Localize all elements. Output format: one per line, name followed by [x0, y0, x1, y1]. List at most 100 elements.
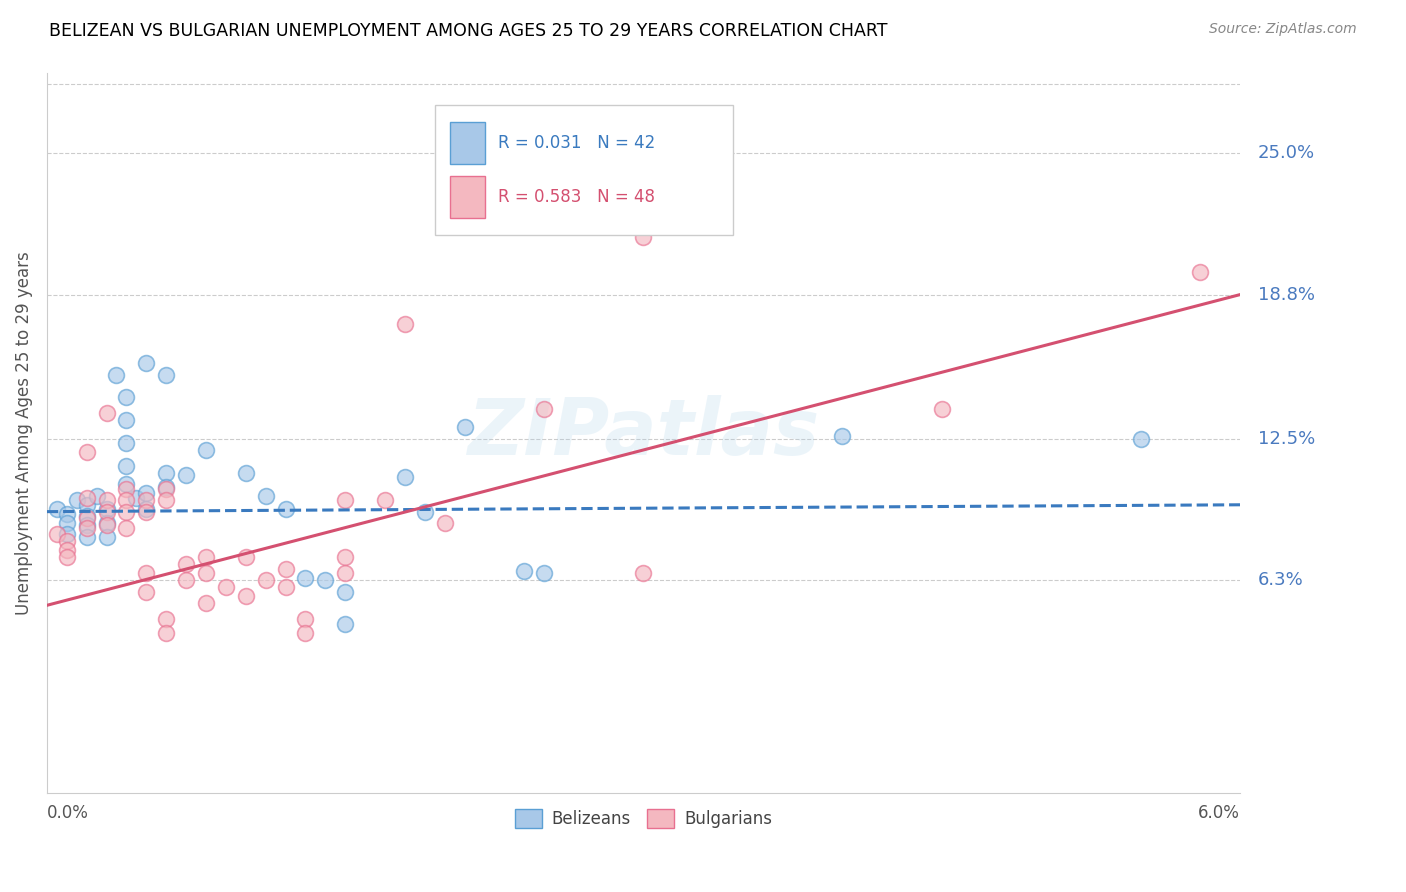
Point — [533, 401, 555, 416]
Point — [294, 612, 316, 626]
Point — [55, 550, 77, 565]
Point — [86, 489, 108, 503]
Point — [633, 566, 655, 581]
Point — [115, 493, 138, 508]
Point — [155, 493, 177, 508]
Point — [115, 482, 138, 496]
Point — [76, 498, 98, 512]
Point — [394, 470, 416, 484]
Point — [96, 516, 118, 530]
Point — [633, 230, 655, 244]
Point — [135, 486, 157, 500]
Point — [105, 368, 128, 382]
Point — [76, 518, 98, 533]
Point — [235, 589, 257, 603]
Point — [374, 493, 396, 508]
Point — [155, 466, 177, 480]
Point — [45, 527, 67, 541]
Point — [135, 566, 157, 581]
Point — [235, 466, 257, 480]
Text: 6.3%: 6.3% — [1258, 571, 1303, 590]
Point — [274, 580, 297, 594]
Point — [115, 458, 138, 473]
Point — [394, 318, 416, 332]
Point — [274, 562, 297, 576]
Point — [45, 502, 67, 516]
Point — [76, 530, 98, 544]
Point — [314, 573, 336, 587]
Point — [453, 420, 475, 434]
Point — [135, 502, 157, 516]
Point — [831, 429, 853, 443]
Point — [76, 491, 98, 505]
Text: 12.5%: 12.5% — [1258, 430, 1315, 448]
Point — [235, 550, 257, 565]
Point — [335, 566, 357, 581]
Point — [125, 491, 148, 505]
Point — [66, 493, 89, 508]
FancyBboxPatch shape — [450, 176, 485, 219]
Point — [135, 584, 157, 599]
Text: 6.0%: 6.0% — [1198, 804, 1240, 822]
Point — [76, 521, 98, 535]
Point — [135, 356, 157, 370]
Point — [115, 477, 138, 491]
Point — [55, 527, 77, 541]
Point — [195, 566, 218, 581]
Point — [76, 445, 98, 459]
Point — [115, 436, 138, 450]
Point — [115, 413, 138, 427]
Point — [96, 518, 118, 533]
Text: BELIZEAN VS BULGARIAN UNEMPLOYMENT AMONG AGES 25 TO 29 YEARS CORRELATION CHART: BELIZEAN VS BULGARIAN UNEMPLOYMENT AMONG… — [49, 22, 887, 40]
Point — [174, 557, 197, 571]
Point — [215, 580, 238, 594]
Point — [115, 505, 138, 519]
Point — [174, 573, 197, 587]
Point — [1129, 432, 1152, 446]
Point — [155, 612, 177, 626]
Point — [155, 482, 177, 496]
Text: 18.8%: 18.8% — [1258, 285, 1315, 303]
Point — [195, 596, 218, 610]
Point — [96, 505, 118, 519]
Point — [335, 584, 357, 599]
Point — [413, 505, 436, 519]
Point — [96, 493, 118, 508]
Point — [274, 502, 297, 516]
Point — [254, 573, 277, 587]
FancyBboxPatch shape — [434, 105, 733, 235]
Point — [115, 391, 138, 405]
Text: 0.0%: 0.0% — [46, 804, 89, 822]
Point — [55, 543, 77, 558]
Point — [433, 516, 456, 530]
Point — [294, 625, 316, 640]
Point — [55, 534, 77, 549]
Point — [96, 502, 118, 516]
Point — [155, 368, 177, 382]
Point — [135, 505, 157, 519]
Text: Source: ZipAtlas.com: Source: ZipAtlas.com — [1209, 22, 1357, 37]
Point — [135, 493, 157, 508]
Point — [533, 566, 555, 581]
Point — [76, 509, 98, 524]
Point — [174, 468, 197, 483]
Point — [55, 507, 77, 521]
Point — [335, 550, 357, 565]
Point — [931, 401, 953, 416]
Point — [55, 516, 77, 530]
Point — [96, 406, 118, 420]
Point — [1189, 265, 1212, 279]
Point — [335, 493, 357, 508]
Legend: Belizeans, Bulgarians: Belizeans, Bulgarians — [508, 802, 779, 835]
Point — [76, 511, 98, 525]
Text: R = 0.031   N = 42: R = 0.031 N = 42 — [498, 134, 655, 152]
Text: 25.0%: 25.0% — [1258, 144, 1315, 162]
Point — [254, 489, 277, 503]
Point — [195, 550, 218, 565]
Text: R = 0.583   N = 48: R = 0.583 N = 48 — [498, 187, 655, 206]
Point — [155, 625, 177, 640]
Point — [335, 616, 357, 631]
Y-axis label: Unemployment Among Ages 25 to 29 years: Unemployment Among Ages 25 to 29 years — [15, 251, 32, 615]
Point — [513, 564, 536, 578]
FancyBboxPatch shape — [450, 122, 485, 164]
